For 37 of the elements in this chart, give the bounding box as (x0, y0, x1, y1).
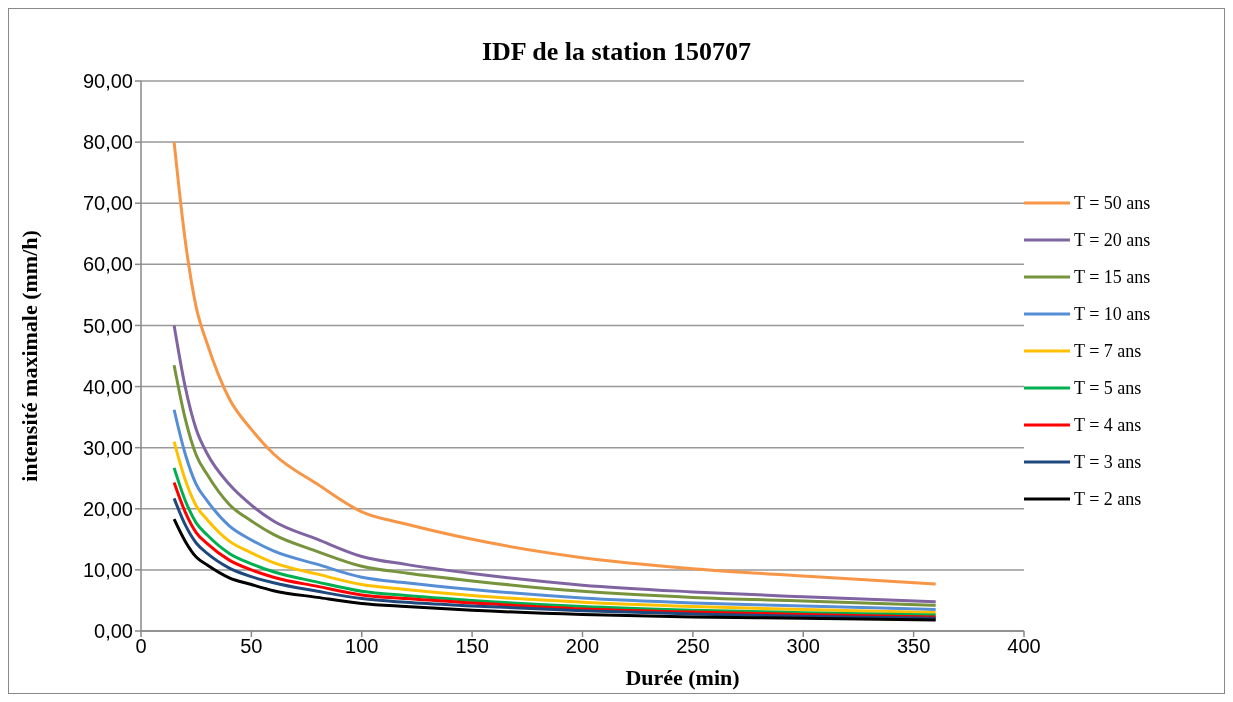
x-tick-label: 0 (135, 635, 147, 658)
y-tick-label: 90,00 (82, 70, 133, 93)
x-tick-label: 200 (565, 635, 600, 658)
chart-title: IDF de la station 150707 (480, 37, 753, 67)
legend-label: T = 50 ans (1074, 191, 1151, 215)
y-axis-title: intensité maximale (mm/h) (16, 230, 42, 482)
x-tick-label: 400 (1007, 635, 1041, 658)
legend-label: T = 3 ans (1074, 450, 1142, 474)
legend-label: T = 2 ans (1074, 487, 1142, 511)
line-series (172, 408, 938, 612)
x-axis-title: Durée (min) (625, 665, 740, 690)
line-series (172, 140, 938, 586)
legend-label: T = 15 ans (1074, 265, 1151, 289)
line-series (172, 323, 938, 604)
legend-label: T = 20 ans (1074, 228, 1151, 252)
legend-label: T = 10 ans (1074, 302, 1151, 326)
y-tick-label: 50,00 (82, 314, 133, 337)
line-series (172, 517, 938, 622)
legend-label: T = 4 ans (1074, 413, 1142, 437)
y-tick-label: 30,00 (82, 436, 133, 459)
x-tick-label: 250 (676, 635, 710, 658)
y-tick-label: 80,00 (82, 131, 133, 154)
y-tick-label: 40,00 (82, 375, 133, 398)
x-tick-label: 150 (455, 635, 489, 658)
y-tick-label: 70,00 (82, 192, 133, 215)
x-tick-label: 100 (345, 635, 379, 658)
y-tick-label: 10,00 (82, 558, 133, 581)
x-tick-label: 300 (786, 635, 820, 658)
legend-label: T = 5 ans (1074, 376, 1142, 400)
x-tick-label: 50 (240, 635, 263, 658)
x-tick-label: 350 (896, 635, 931, 658)
y-tick-label: 0,00 (94, 620, 133, 643)
line-series (172, 363, 938, 607)
y-tick-label: 20,00 (82, 497, 133, 520)
y-tick-label: 60,00 (82, 253, 133, 276)
legend-label: T = 7 ans (1074, 339, 1142, 363)
line-series (172, 440, 938, 615)
